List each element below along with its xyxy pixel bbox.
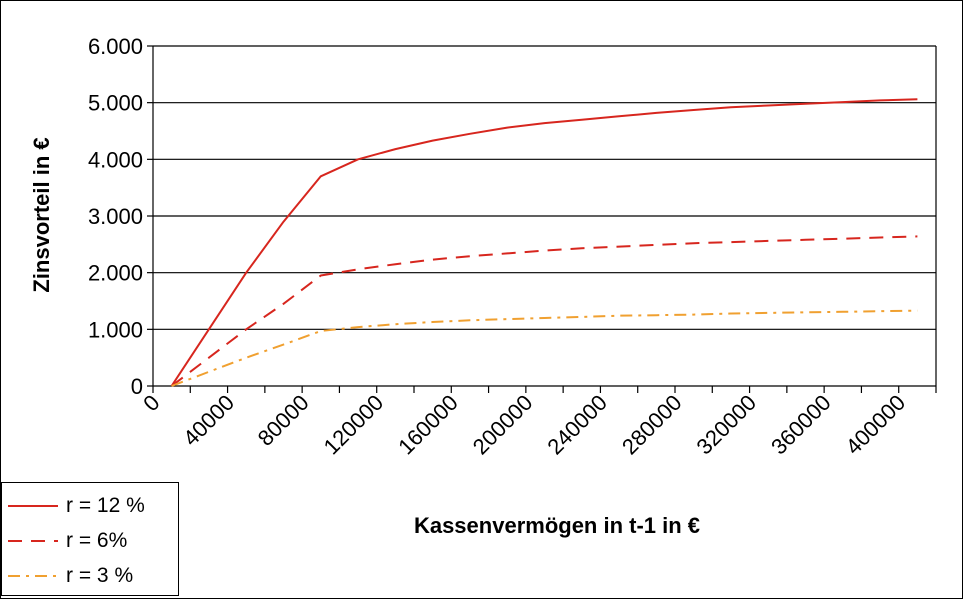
y-tick-label: 6.000 (88, 34, 143, 59)
x-tick-label: 200000 (468, 390, 538, 460)
x-axis-title: Kassenvermögen in t-1 in € (414, 513, 700, 538)
y-tick-label: 2.000 (88, 261, 143, 286)
legend-swatch (8, 540, 58, 542)
legend-swatch (8, 505, 58, 507)
y-tick-label: 5.000 (88, 91, 143, 116)
x-tick-label: 80000 (253, 390, 314, 451)
series-line-2 (170, 235, 918, 387)
legend-label: r = 12 % (66, 494, 145, 517)
legend: r = 12 % r = 6% r = 3 % (1, 482, 179, 596)
y-tick-label: 1.000 (88, 317, 143, 342)
x-tick-label: 400000 (841, 390, 911, 460)
x-tick-label: 320000 (692, 390, 762, 460)
y-tick-label: 3.000 (88, 204, 143, 229)
legend-label: r = 3 % (66, 564, 134, 587)
series-line-3 (171, 309, 918, 387)
legend-label: r = 6% (66, 529, 128, 552)
legend-item: r = 12 % (8, 491, 145, 521)
x-tick-label: 280000 (617, 390, 687, 460)
x-tick-label: 240000 (542, 390, 612, 460)
x-tick-label: 160000 (393, 390, 463, 460)
y-tick-label: 4.000 (88, 147, 143, 172)
series-line-1 (170, 98, 918, 387)
y-tick-label: 0 (131, 374, 143, 399)
legend-item: r = 6% (8, 526, 127, 556)
legend-swatch (8, 575, 58, 577)
x-tick-label: 0 (138, 390, 164, 416)
x-tick-label: 120000 (319, 390, 389, 460)
x-tick-label: 360000 (766, 390, 836, 460)
y-axis-title: Zinsvorteil in € (29, 137, 54, 292)
legend-item: r = 3 % (8, 561, 133, 591)
x-tick-label: 40000 (178, 390, 239, 451)
